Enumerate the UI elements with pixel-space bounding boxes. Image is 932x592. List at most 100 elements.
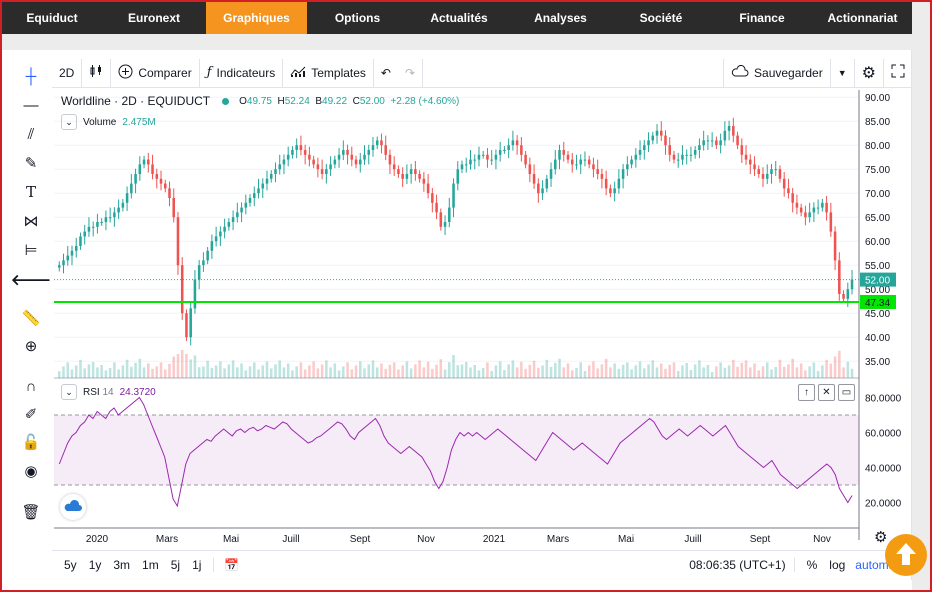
clock-timezone[interactable]: 08:06:35 (UTC+1) [689,557,786,572]
text-tool[interactable]: T [16,180,46,204]
candle-body [498,150,502,155]
trendline-tool[interactable]: — [16,93,46,117]
candle-body [227,222,231,227]
nav-item-analyses[interactable]: Analyses [534,11,587,25]
candle-body [693,150,697,155]
price-chart[interactable]: 90.00 85.00 80.00 75.00 70.00 65.00 60.00 55.00… [8,50,912,550]
nav-item-equiduct[interactable]: Equiduct [26,11,78,25]
compare-button[interactable]: Comparer [111,58,200,87]
undo-button[interactable]: ↶ [374,59,398,87]
volume-bar [600,364,604,378]
volume-bar [676,371,680,378]
interval-button[interactable]: 2D [52,58,83,87]
pattern-tool[interactable]: ⋈ [16,209,46,233]
maximize-pane-button[interactable]: ▭ [838,384,855,401]
volume-bar [613,363,616,378]
goto-date-button[interactable]: 📅 [213,557,245,572]
volume-bar [617,368,621,378]
indicators-button[interactable]: ƒ Indicateurs [200,58,284,87]
range-1d[interactable]: 1j [192,557,202,572]
axis-settings-button[interactable]: ⚙ [874,528,887,546]
nav-item-graphiques[interactable]: Graphiques [206,2,307,34]
chart-type-button[interactable] [82,58,112,87]
save-button[interactable]: Sauvegarder [723,58,831,87]
range-1y[interactable]: 1y [88,557,102,572]
candle-body [630,159,633,165]
page-scrollbar[interactable] [912,2,930,590]
magnet-tool[interactable]: ∩ [16,374,46,398]
nav-item-actualit-s[interactable]: Actualités [430,11,488,25]
candle-body [723,130,727,141]
lock-drawing-tool[interactable]: ✐ [16,402,46,426]
volume-bar [778,359,782,378]
candle-body [333,159,337,165]
volume-bar [554,362,557,378]
candle-body [219,231,222,237]
settings-button[interactable]: ⚙ [855,58,884,87]
range-1m[interactable]: 1m [142,557,159,572]
candle-body [532,174,536,184]
volume-bar [210,367,214,378]
volume-bar [206,360,209,378]
candle-body [329,164,332,170]
volume-bar [282,367,286,378]
candle-body [579,159,582,165]
fullscreen-button[interactable] [884,59,912,87]
volume-bar [833,356,837,378]
candle-body [736,135,739,146]
nav-item-euronext[interactable]: Euronext [127,11,180,25]
visibility-tool[interactable]: ◉ [16,459,46,483]
fib-tool[interactable]: ⫽ [16,122,46,146]
volume-bar [117,369,120,378]
volume-bar [100,365,103,378]
prediction-tool[interactable]: ⊨ [16,238,46,262]
candle-body [435,202,438,213]
tradingview-logo[interactable] [60,494,86,520]
zoom-tool[interactable]: ⊕ [16,334,46,358]
rsi-tick-label: 20.0000 [865,499,902,510]
save-dropdown-button[interactable]: ▼ [831,58,855,87]
candle-body [384,145,387,155]
redo-button[interactable]: ↷ [398,58,424,87]
collapse-rsi-button[interactable]: ⌄ [61,384,77,400]
candle-body [121,202,125,208]
candle-body [634,154,638,160]
ohlc-c-key: C [352,95,360,107]
candle-body [481,154,485,156]
move-pane-up-button[interactable]: ↑ [798,384,815,401]
candle-body [113,212,116,218]
close-pane-button[interactable]: ✕ [818,384,835,401]
lock-tool[interactable]: 🔓 [16,430,46,454]
range-5y[interactable]: 5y [64,557,77,572]
nav-item-finance[interactable]: Finance [739,11,785,25]
range-5d[interactable]: 5j [170,557,181,572]
nav-item-actionnariat[interactable]: Actionnariat [827,11,898,25]
range-3m[interactable]: 3m [113,557,131,572]
nav-item-options[interactable]: Options [334,11,381,25]
volume-bar [431,368,434,378]
volume-bar [469,367,472,378]
chart-widget: 2D Comparer ƒ Indicateurs Templates ↶ [8,50,912,580]
candle-body [176,217,180,266]
collapse-legend-button[interactable]: ⌄ [61,114,77,130]
candle-body [799,207,803,213]
market-status-icon [222,97,230,105]
scroll-to-top-button[interactable] [885,534,927,576]
candle-body [842,294,845,299]
templates-button[interactable]: Templates [283,58,374,87]
measure-tool[interactable]: 📏 [16,306,46,330]
nav-item-soci-t-[interactable]: Société [639,11,683,25]
volume-bar [486,362,489,378]
brush-tool[interactable]: ✎ [16,151,46,175]
candle-body [566,154,570,160]
arrow-up-icon [895,542,917,569]
back-tool[interactable]: 🡐 [11,267,51,291]
percent-toggle[interactable]: % [793,557,824,572]
log-toggle[interactable]: log [829,557,846,572]
candle-body [312,159,315,165]
crosshair-tool[interactable]: ┼ [16,64,46,88]
candle-body [104,217,108,222]
candle-body [583,159,587,161]
price-tick-label: 70.00 [865,189,890,200]
delete-tool[interactable]: 🗑 [16,500,46,524]
